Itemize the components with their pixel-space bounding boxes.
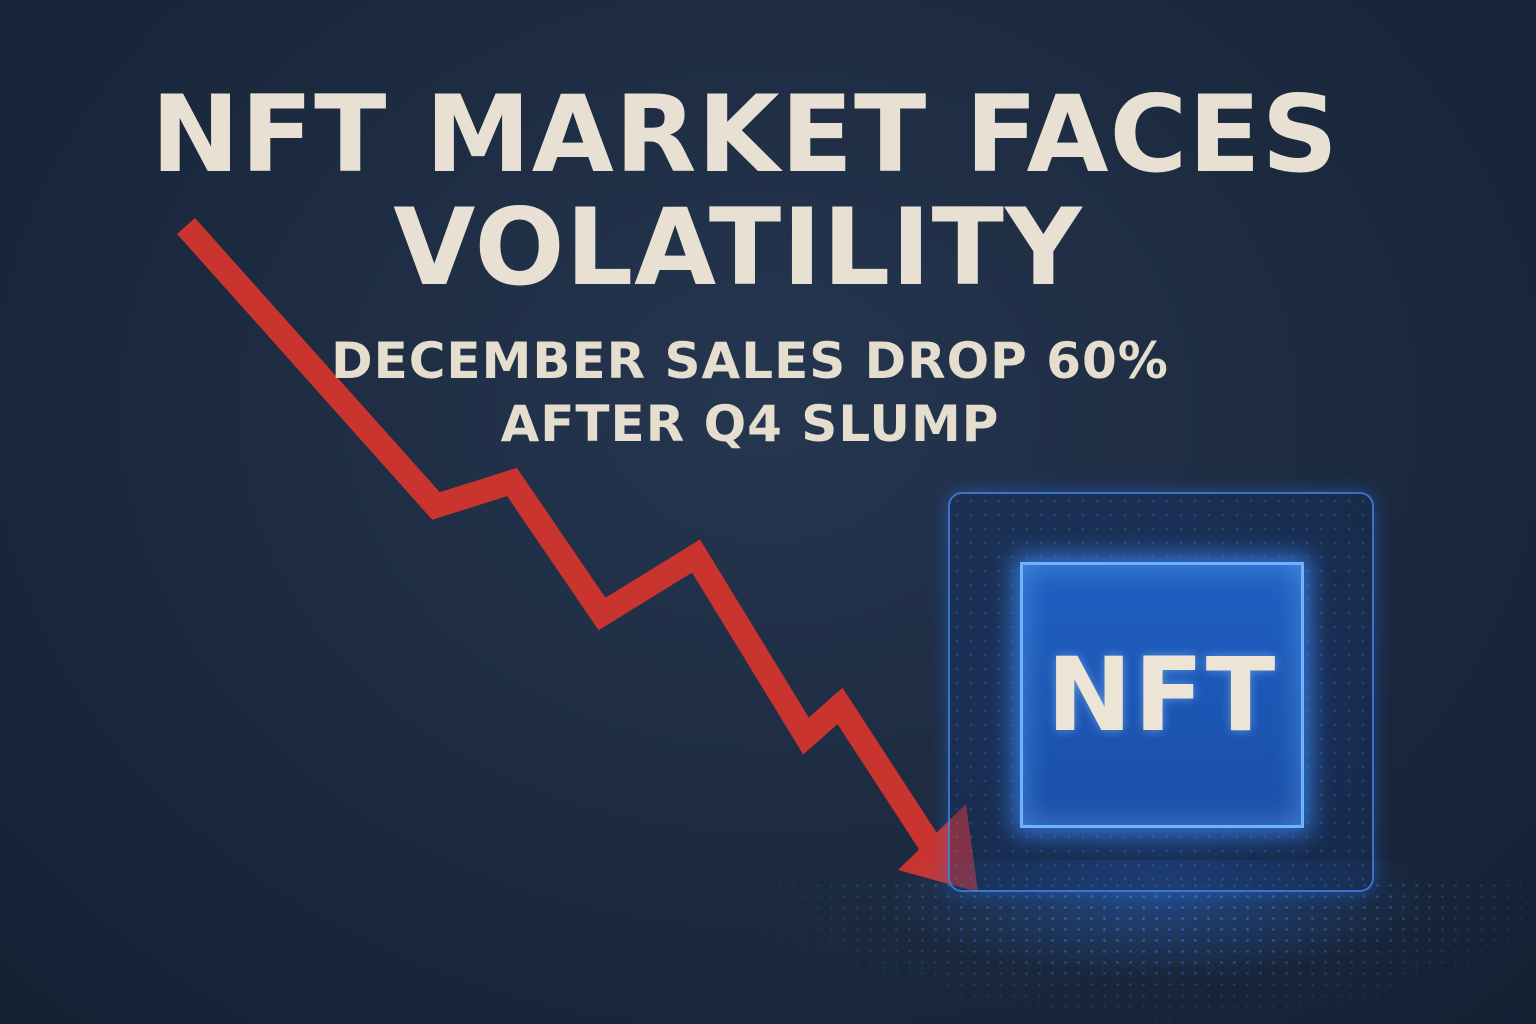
headline-line-2: VOLATILITY — [393, 186, 1083, 309]
headline-line-1: NFT MARKET FACES — [150, 73, 1340, 196]
subheadline-line-2: AFTER Q4 SLUMP — [500, 395, 1000, 453]
nft-badge-label: NFT — [1046, 635, 1278, 755]
nft-badge: NFT — [1020, 562, 1304, 828]
dotted-floor — [760, 880, 1536, 1024]
subheadline-line-1: DECEMBER SALES DROP 60% — [331, 332, 1169, 390]
